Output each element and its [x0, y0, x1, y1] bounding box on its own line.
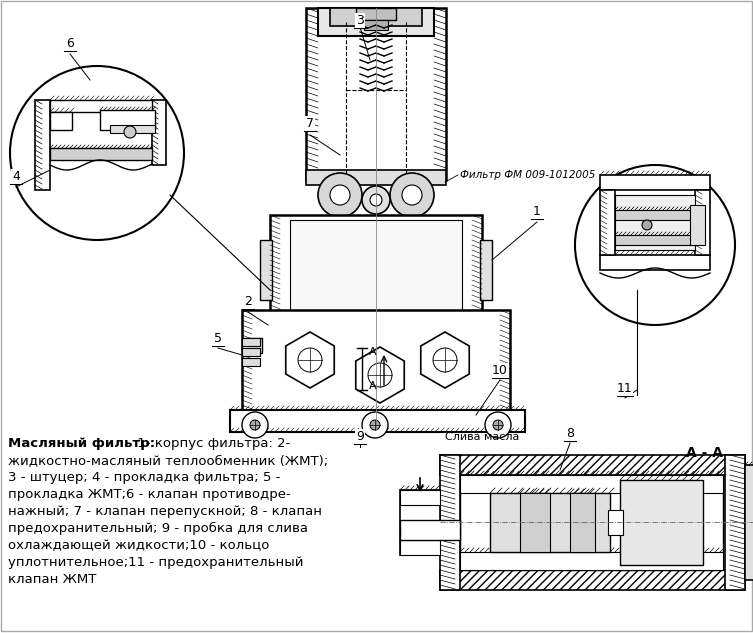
Bar: [725, 455, 745, 590]
Circle shape: [10, 66, 184, 240]
Text: 1: 1: [533, 205, 541, 218]
Circle shape: [433, 348, 457, 372]
Circle shape: [250, 420, 260, 430]
Circle shape: [370, 194, 382, 206]
Circle shape: [318, 173, 362, 217]
Circle shape: [493, 420, 503, 430]
Text: жидкостно-масляный теплообменник (ЖМТ);: жидкостно-масляный теплообменник (ЖМТ);: [8, 454, 328, 467]
Circle shape: [124, 126, 136, 138]
Bar: [242, 338, 262, 353]
Bar: [480, 240, 492, 300]
Bar: [440, 570, 745, 590]
Bar: [110, 125, 155, 133]
Text: Масляный фильтр:: Масляный фильтр:: [8, 437, 155, 450]
Polygon shape: [355, 347, 404, 403]
Bar: [400, 490, 440, 505]
Bar: [615, 235, 695, 245]
Bar: [306, 170, 446, 185]
Bar: [600, 190, 615, 255]
Bar: [230, 410, 525, 432]
Bar: [460, 475, 723, 570]
Polygon shape: [285, 332, 334, 388]
Bar: [440, 455, 460, 590]
Text: A: A: [369, 381, 376, 391]
Text: прокладка ЖМТ;6 - клапан противодре-: прокладка ЖМТ;6 - клапан противодре-: [8, 488, 291, 501]
Text: нажный; 7 - клапан перепускной; 8 - клапан: нажный; 7 - клапан перепускной; 8 - клап…: [8, 505, 322, 518]
Circle shape: [368, 363, 392, 387]
Text: Слива масла: Слива масла: [445, 432, 520, 442]
Text: 5: 5: [214, 332, 222, 345]
Circle shape: [390, 173, 434, 217]
Bar: [356, 8, 396, 20]
Polygon shape: [421, 332, 469, 388]
Bar: [400, 490, 440, 555]
Bar: [260, 240, 272, 300]
Bar: [600, 175, 710, 190]
Circle shape: [402, 185, 422, 205]
Bar: [270, 215, 482, 315]
Circle shape: [575, 165, 735, 325]
Bar: [35, 100, 50, 190]
Bar: [318, 8, 434, 36]
Text: 11: 11: [617, 382, 633, 395]
Bar: [615, 195, 695, 250]
Circle shape: [485, 412, 511, 438]
Circle shape: [642, 220, 652, 230]
Bar: [690, 205, 705, 245]
Text: 7: 7: [306, 117, 314, 130]
Text: уплотнительное;11 - предохранительный: уплотнительное;11 - предохранительный: [8, 556, 303, 569]
Bar: [460, 552, 723, 570]
Text: 3: 3: [356, 14, 364, 27]
Text: Фильтр ФМ 009-1012005: Фильтр ФМ 009-1012005: [460, 170, 596, 180]
Text: 2: 2: [244, 295, 252, 308]
Bar: [400, 540, 440, 555]
Bar: [242, 338, 260, 346]
Circle shape: [362, 186, 390, 214]
Text: 8: 8: [566, 427, 574, 440]
Bar: [100, 110, 155, 130]
Circle shape: [242, 412, 268, 438]
Bar: [745, 465, 753, 580]
Bar: [50, 148, 152, 160]
Text: клапан ЖМТ: клапан ЖМТ: [8, 573, 96, 586]
Text: охлаждающей жидкости;10 - кольцо: охлаждающей жидкости;10 - кольцо: [8, 539, 270, 552]
Bar: [600, 255, 710, 270]
Bar: [290, 220, 462, 310]
Bar: [608, 510, 623, 535]
Text: 10: 10: [492, 364, 508, 377]
Bar: [615, 210, 695, 220]
Bar: [242, 348, 260, 356]
Bar: [400, 520, 460, 540]
Text: А - А: А - А: [686, 446, 723, 460]
Bar: [520, 493, 550, 552]
Text: предохранительный; 9 - пробка для слива: предохранительный; 9 - пробка для слива: [8, 522, 308, 535]
Bar: [306, 8, 446, 180]
Text: A: A: [369, 347, 376, 357]
Circle shape: [362, 412, 388, 438]
Circle shape: [370, 420, 380, 430]
Bar: [242, 358, 260, 366]
Bar: [152, 100, 166, 165]
Bar: [460, 475, 723, 493]
Bar: [50, 100, 152, 112]
Circle shape: [330, 185, 350, 205]
Bar: [364, 20, 388, 30]
Text: 3 - штуцер; 4 - прокладка фильтра; 5 -: 3 - штуцер; 4 - прокладка фильтра; 5 -: [8, 471, 280, 484]
Text: 9: 9: [356, 430, 364, 443]
Text: 1- корпус фильтра: 2-: 1- корпус фильтра: 2-: [133, 437, 291, 450]
Text: 6: 6: [66, 37, 74, 50]
Bar: [242, 310, 510, 415]
Bar: [330, 8, 422, 26]
Bar: [695, 190, 710, 255]
Text: 4: 4: [12, 170, 20, 183]
Bar: [50, 112, 72, 130]
Bar: [570, 493, 595, 552]
Bar: [440, 455, 745, 475]
Circle shape: [298, 348, 322, 372]
Bar: [620, 480, 703, 565]
Bar: [490, 493, 610, 552]
